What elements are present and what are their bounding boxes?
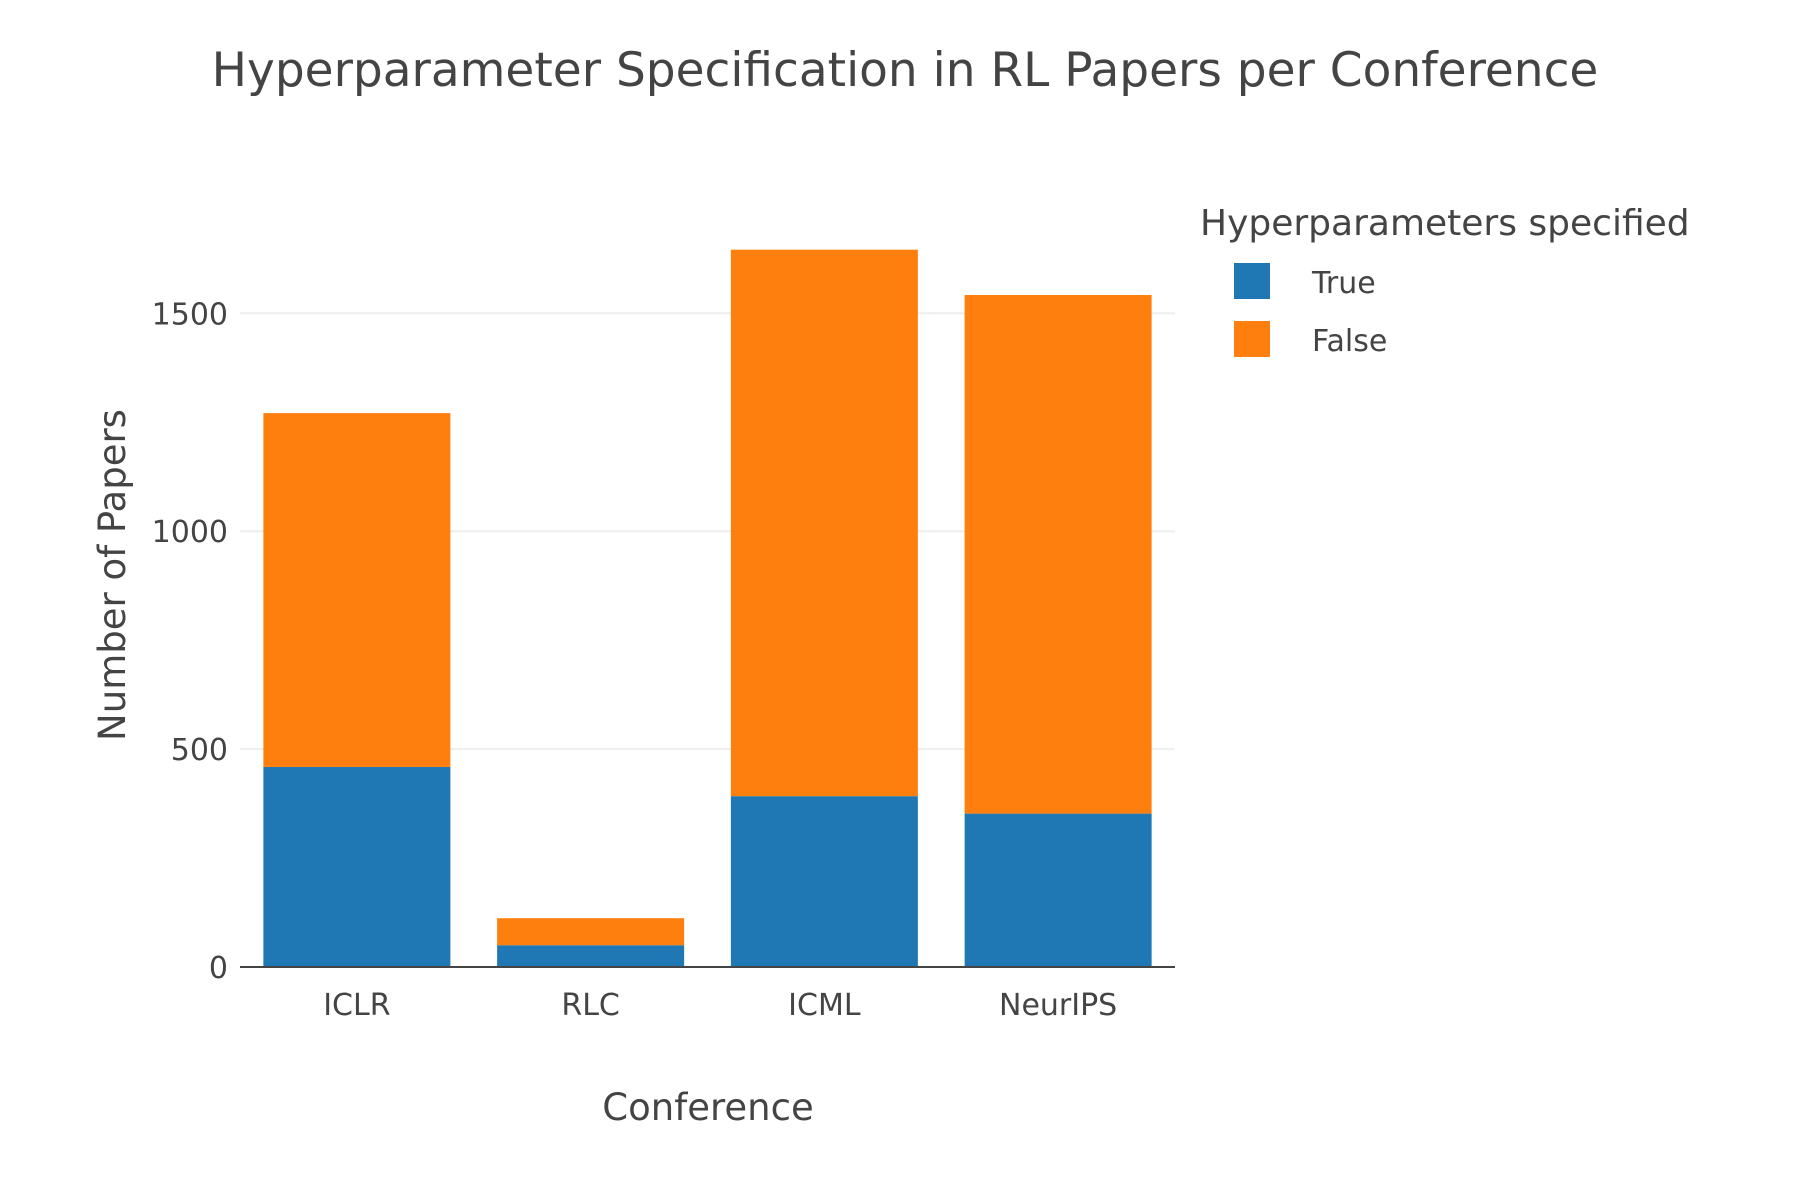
bar-neurips-true — [964, 813, 1152, 967]
y-tick-label: 1000 — [152, 515, 228, 550]
bars-layer — [263, 249, 1152, 967]
y-tick-label: 0 — [209, 951, 228, 986]
bar-iclr-false — [263, 413, 451, 767]
bar-icml-true — [730, 796, 918, 967]
x-tick-label: RLC — [561, 988, 620, 1023]
axes-layer: 0 500 1000 1500 ICLR RLC ICML NeurIPS — [152, 297, 1175, 1023]
x-tick-label: ICML — [788, 988, 861, 1023]
x-tick-label: NeurIPS — [999, 988, 1117, 1023]
legend-swatch-false — [1234, 321, 1270, 357]
bar-icml-false — [730, 249, 918, 797]
bar-iclr-true — [263, 766, 451, 967]
bar-rlc-false — [497, 918, 685, 946]
legend-title: Hyperparameters specified — [1200, 203, 1690, 244]
y-axis-title: Number of Papers — [91, 409, 134, 741]
x-tick-label: ICLR — [323, 988, 390, 1023]
legend-label-true: True — [1311, 266, 1376, 301]
bar-neurips-false — [964, 295, 1152, 814]
x-axis-title: Conference — [602, 1086, 813, 1129]
chart-title: Hyperparameter Specification in RL Paper… — [212, 43, 1599, 98]
y-tick-label: 1500 — [152, 297, 228, 332]
legend-label-false: False — [1312, 324, 1387, 359]
legend: Hyperparameters specified True False — [1200, 203, 1690, 359]
legend-swatch-true — [1234, 263, 1270, 299]
bar-rlc-true — [497, 945, 685, 967]
y-tick-label: 500 — [171, 733, 228, 768]
